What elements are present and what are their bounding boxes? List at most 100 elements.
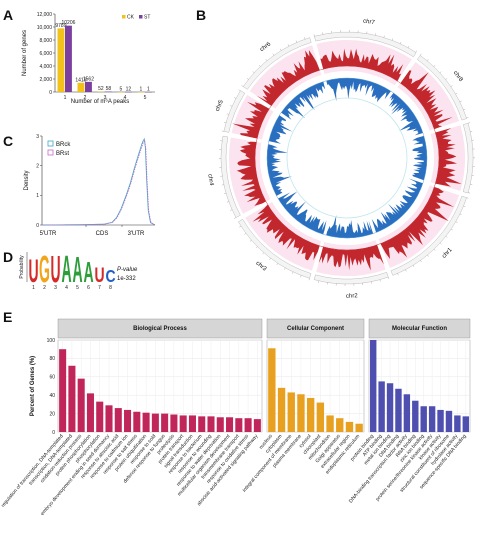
ideogram-tick (234, 97, 237, 99)
ideogram-tick (280, 48, 282, 51)
facet-title: Cellular Component (287, 326, 344, 332)
ideogram-tick (415, 50, 417, 53)
legend-label-brck: BRck (56, 142, 71, 148)
chromosome-ideogram (223, 90, 246, 133)
motif-letter: A (83, 257, 93, 289)
y-tick-label: 10,000 (37, 25, 53, 31)
panel-label-b: B (196, 7, 206, 23)
x-tick-label: 3 (104, 95, 107, 101)
ideogram-tick (313, 34, 315, 37)
go-bar (170, 414, 178, 432)
go-bar (378, 381, 385, 432)
ideogram-tick (445, 78, 448, 80)
density-line-brck (41, 137, 156, 226)
ideogram-tick (383, 35, 385, 38)
ideogram-tick (304, 37, 306, 40)
y-tick-label: 80 (49, 356, 55, 362)
bar-value-label: 1 (140, 86, 143, 92)
x-tick-label: 2 (84, 95, 87, 101)
bar-ck (57, 28, 65, 93)
ideogram-tick (272, 53, 275, 56)
ideogram-tick (224, 193, 227, 194)
ideogram-tick (445, 236, 448, 238)
go-bar (105, 405, 113, 432)
chromosome-ideogram (220, 135, 241, 218)
go-bar (395, 388, 402, 432)
peak-count-bar-chart: Number of genes Number of m⁶A peaks 0 2,0… (22, 12, 155, 105)
go-bar (420, 406, 427, 432)
ideogram-tick (265, 59, 268, 61)
go-bar (142, 412, 150, 432)
inner-track-signal (281, 81, 326, 120)
ideogram-tick (412, 265, 415, 268)
bar-value-label: 52 (98, 86, 104, 92)
panel-label-c: C (3, 133, 13, 149)
ideogram-tick (379, 279, 381, 282)
go-bar (297, 394, 305, 432)
ideogram-tick (391, 38, 394, 41)
ideogram-tick (468, 122, 471, 124)
ideogram-tick (407, 45, 410, 48)
ideogram-tick (300, 275, 302, 278)
go-bar (437, 409, 444, 432)
outer-track-signal (256, 50, 320, 106)
ideogram-tick (455, 221, 458, 223)
chromosome-label: chr6 (259, 41, 272, 53)
ideogram-tick (463, 108, 466, 110)
go-bar (277, 387, 286, 432)
bar-value-label: 1562 (83, 76, 94, 82)
ideogram-tick (450, 228, 453, 231)
facet-strip (57, 318, 263, 339)
y-tick-label: 12,000 (37, 12, 53, 18)
y-tick-label: 2 (36, 163, 39, 169)
outer-track-signal (318, 244, 384, 271)
ideogram-tick (287, 44, 290, 47)
bar-value-label: 12 (126, 86, 132, 92)
inner-track-signal (326, 77, 391, 103)
motif-letter: A (61, 249, 71, 291)
motif-position-label: 1 (32, 285, 35, 291)
x-axis-label: Number of m⁶A peaks (71, 98, 130, 105)
ideogram-tick (466, 197, 469, 199)
y-tick-label: 3 (36, 134, 39, 140)
ideogram-tick (388, 276, 390, 279)
ideogram-tick (255, 246, 258, 249)
go-bar (235, 418, 243, 432)
ideogram-tick (427, 254, 429, 257)
facet-strip (266, 318, 365, 339)
outer-track-signal (435, 128, 462, 187)
go-bar (188, 415, 196, 432)
inner-circle (286, 97, 408, 219)
go-bar (96, 401, 104, 432)
legend-swatch-ck (122, 15, 126, 19)
inner-track-signal (278, 191, 327, 235)
region-label: CDS (96, 231, 109, 237)
ideogram-tick (459, 100, 462, 102)
legend-label-st: ST (144, 15, 150, 21)
outer-track-signal (236, 141, 266, 206)
chromosome-ideogram (314, 31, 417, 58)
motif-letter: U (50, 249, 60, 291)
motif-letter: A (72, 249, 82, 290)
ideogram-tick (308, 278, 310, 281)
go-bar (336, 418, 344, 432)
chromosome-label: chr5 (215, 99, 225, 113)
bar-value-label: 1 (147, 86, 150, 92)
chromosome-ideogram (462, 122, 474, 194)
ideogram-tick (292, 271, 294, 274)
go-bar (216, 417, 224, 432)
motif-position-label: 2 (43, 285, 46, 291)
y-tick-label: 0 (52, 430, 55, 436)
ideogram-tick (400, 41, 402, 44)
y-tick-label: 40 (49, 393, 55, 399)
go-bar (412, 400, 419, 432)
bar-value-label: 9789 (55, 23, 66, 29)
ideogram-tick (420, 53, 422, 56)
ideogram-tick (234, 217, 237, 219)
ideogram-tick (226, 113, 229, 115)
motif-position-label: 5 (76, 285, 79, 291)
chromosome-label: chr4 (206, 174, 214, 187)
ideogram-tick (455, 92, 458, 95)
bar-st (65, 25, 72, 93)
